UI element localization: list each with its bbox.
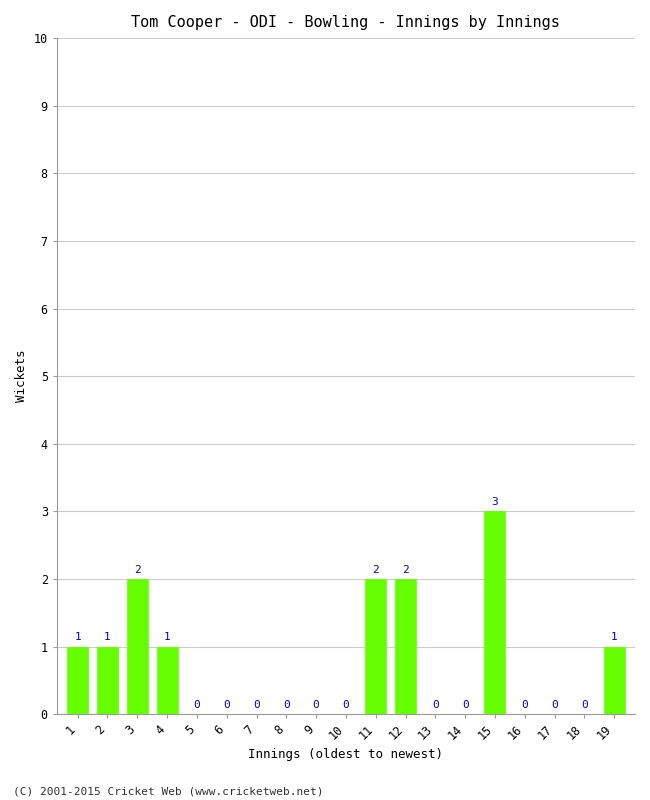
Text: 2: 2 bbox=[372, 565, 379, 575]
Title: Tom Cooper - ODI - Bowling - Innings by Innings: Tom Cooper - ODI - Bowling - Innings by … bbox=[131, 15, 560, 30]
Bar bbox=[395, 579, 416, 714]
Text: 0: 0 bbox=[283, 700, 290, 710]
Text: 1: 1 bbox=[104, 633, 111, 642]
Text: 0: 0 bbox=[432, 700, 439, 710]
Bar bbox=[604, 646, 625, 714]
Bar bbox=[484, 511, 505, 714]
Bar bbox=[67, 646, 88, 714]
Text: 2: 2 bbox=[134, 565, 140, 575]
Bar bbox=[127, 579, 148, 714]
Text: 0: 0 bbox=[581, 700, 588, 710]
Text: 0: 0 bbox=[343, 700, 349, 710]
Y-axis label: Wickets: Wickets bbox=[15, 350, 28, 402]
Text: 3: 3 bbox=[491, 498, 499, 507]
Text: 1: 1 bbox=[164, 633, 170, 642]
Text: 0: 0 bbox=[521, 700, 528, 710]
Text: 1: 1 bbox=[74, 633, 81, 642]
Bar bbox=[97, 646, 118, 714]
Text: 0: 0 bbox=[462, 700, 469, 710]
Text: 0: 0 bbox=[253, 700, 260, 710]
Text: 0: 0 bbox=[224, 700, 230, 710]
Text: 2: 2 bbox=[402, 565, 409, 575]
Text: (C) 2001-2015 Cricket Web (www.cricketweb.net): (C) 2001-2015 Cricket Web (www.cricketwe… bbox=[13, 786, 324, 796]
Text: 0: 0 bbox=[551, 700, 558, 710]
Text: 0: 0 bbox=[313, 700, 320, 710]
Text: 1: 1 bbox=[611, 633, 618, 642]
Bar bbox=[365, 579, 386, 714]
Bar bbox=[157, 646, 177, 714]
X-axis label: Innings (oldest to newest): Innings (oldest to newest) bbox=[248, 748, 443, 761]
Text: 0: 0 bbox=[194, 700, 200, 710]
